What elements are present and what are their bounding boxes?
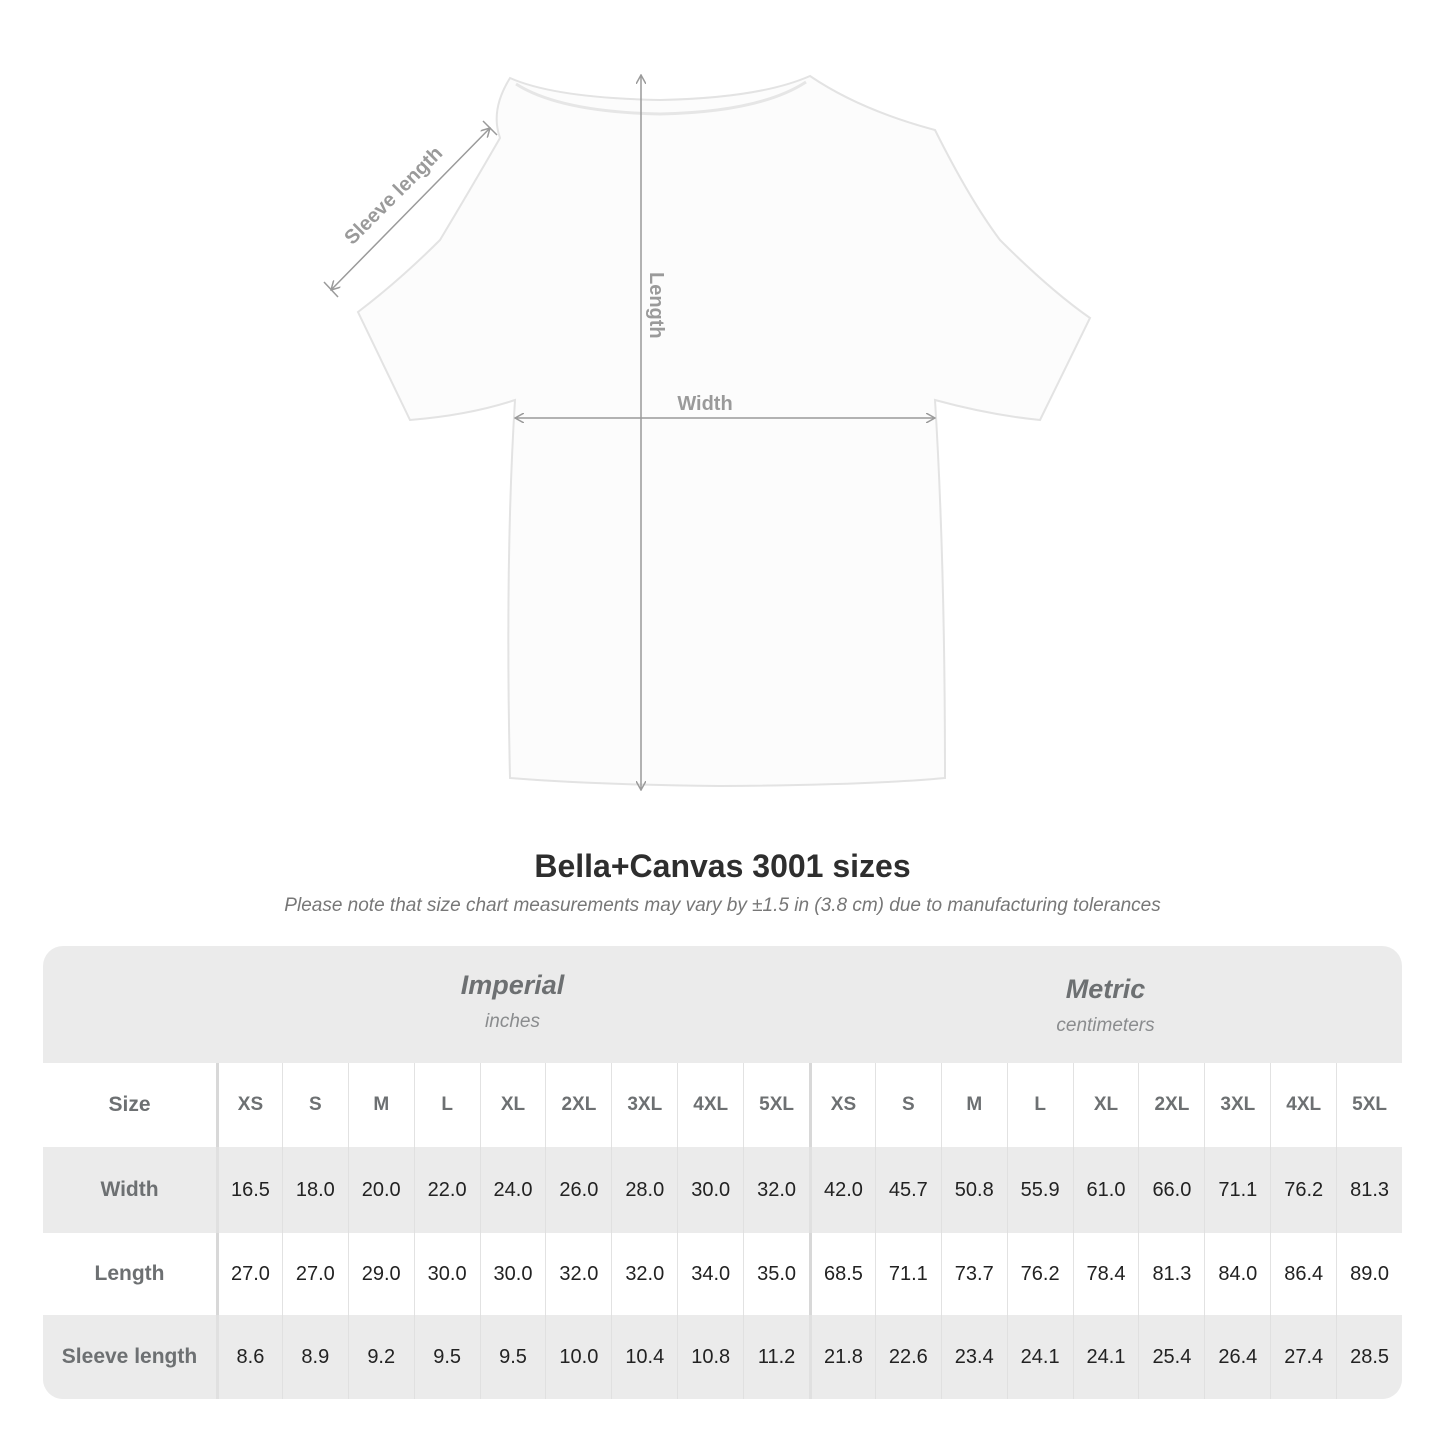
table-cell: 23.4 xyxy=(940,1315,1007,1399)
length-label: Length xyxy=(645,272,667,339)
imperial-header: Imperial inches xyxy=(216,946,809,1063)
table-cell: 32.0 xyxy=(743,1147,809,1233)
table-cell: 16.5 xyxy=(216,1147,282,1233)
table-cell: 32.0 xyxy=(545,1233,611,1315)
table-cell: 25.4 xyxy=(1138,1315,1204,1399)
size-header-2xl-cm: 2XL xyxy=(1138,1063,1204,1147)
size-header-5xl-in: 5XL xyxy=(743,1063,809,1147)
table-cell: 81.3 xyxy=(1138,1233,1204,1315)
table-cell: 10.0 xyxy=(545,1315,611,1399)
size-header-s-in: S xyxy=(281,1063,348,1147)
table-cell: 89.0 xyxy=(1336,1233,1402,1315)
table-cell: 71.1 xyxy=(1204,1147,1270,1233)
sleeve-arrow xyxy=(331,128,490,290)
sleeve-length-label: Sleeve length xyxy=(340,142,447,249)
table-cell: 10.8 xyxy=(677,1315,743,1399)
table-cell: 55.9 xyxy=(1006,1147,1073,1233)
table-cell: 35.0 xyxy=(743,1233,809,1315)
size-header-3xl-in: 3XL xyxy=(611,1063,677,1147)
table-cell: 30.0 xyxy=(677,1147,743,1233)
size-header-m-cm: M xyxy=(940,1063,1007,1147)
metric-header: Metric centimeters xyxy=(809,950,1402,1067)
table-cell: 28.0 xyxy=(611,1147,677,1233)
size-label: Size xyxy=(108,1093,151,1116)
table-cell: 66.0 xyxy=(1138,1147,1204,1233)
chart-title: Bella+Canvas 3001 sizes xyxy=(534,848,911,884)
size-header-4xl-in: 4XL xyxy=(677,1063,743,1147)
table-cell: 9.5 xyxy=(479,1315,546,1399)
table-cell: 9.2 xyxy=(347,1315,414,1399)
metric-unit: centimeters xyxy=(1056,1015,1155,1036)
size-header-5xl-cm: 5XL xyxy=(1336,1063,1402,1147)
row-label: Width xyxy=(100,1178,159,1201)
row-label: Length xyxy=(94,1262,165,1285)
table-cell: 76.2 xyxy=(1270,1147,1336,1233)
tshirt-shape xyxy=(356,74,1092,788)
size-row: Size XS S M L XL 2XL 3XL 4XL 5XL XS S M L XL 2XL 3XL 4XL… xyxy=(43,1063,1402,1147)
table-cell: 24.1 xyxy=(1072,1315,1139,1399)
table-cell: 8.6 xyxy=(216,1315,282,1399)
width-label: Width xyxy=(677,393,732,415)
size-header-s-cm: S xyxy=(874,1063,941,1147)
imperial-unit: inches xyxy=(485,1011,540,1032)
table-cell: 22.6 xyxy=(874,1315,941,1399)
table-cell: 8.9 xyxy=(281,1315,348,1399)
table-cell: 45.7 xyxy=(874,1147,941,1233)
size-table: Imperial inches Metric centimeters Size … xyxy=(43,946,1402,1399)
row-label: Sleeve length xyxy=(61,1345,198,1368)
collar xyxy=(515,80,807,116)
table-cell: 27.0 xyxy=(281,1233,348,1315)
table-cell: 34.0 xyxy=(677,1233,743,1315)
size-header-4xl-cm: 4XL xyxy=(1270,1063,1336,1147)
table-cell: 78.4 xyxy=(1072,1233,1139,1315)
table-cell: 76.2 xyxy=(1006,1233,1073,1315)
imperial-title: Imperial xyxy=(460,970,565,1000)
table-cell: 50.8 xyxy=(940,1147,1007,1233)
size-header-l-cm: L xyxy=(1006,1063,1073,1147)
chart-subtitle: Please note that size chart measurements… xyxy=(284,895,1161,916)
table-cell: 29.0 xyxy=(347,1233,414,1315)
table-cell: 61.0 xyxy=(1072,1147,1139,1233)
table-cell: 11.2 xyxy=(743,1315,809,1399)
table-row-sleeve-length: Sleeve length 8.6 8.9 9.2 9.5 9.5 10.0 10.4 10.8… xyxy=(43,1315,1402,1399)
size-header-xs-in: XS xyxy=(216,1063,282,1147)
table-cell: 27.4 xyxy=(1270,1315,1336,1399)
table-cell: 18.0 xyxy=(281,1147,348,1233)
table-cell: 81.3 xyxy=(1336,1147,1402,1233)
table-cell: 32.0 xyxy=(611,1233,677,1315)
sleeve-arrow-cap xyxy=(482,120,498,136)
sleeve-arrow-cap xyxy=(323,281,339,298)
size-header-m-in: M xyxy=(347,1063,414,1147)
table-cell: 73.7 xyxy=(940,1233,1007,1315)
table-cell: 10.4 xyxy=(611,1315,677,1399)
size-header-l-in: L xyxy=(413,1063,480,1147)
table-cell: 9.5 xyxy=(413,1315,480,1399)
table-cell: 42.0 xyxy=(809,1147,875,1233)
size-header-xl-cm: XL xyxy=(1072,1063,1139,1147)
metric-title: Metric xyxy=(1065,974,1146,1004)
table-cell: 28.5 xyxy=(1336,1315,1402,1399)
table-cell: 71.1 xyxy=(874,1233,941,1315)
table-cell: 26.4 xyxy=(1204,1315,1270,1399)
table-cell: 20.0 xyxy=(347,1147,414,1233)
table-cell: 86.4 xyxy=(1270,1233,1336,1315)
table-cell: 27.0 xyxy=(216,1233,282,1315)
table-cell: 30.0 xyxy=(479,1233,546,1315)
table-cell: 21.8 xyxy=(809,1315,875,1399)
size-header-3xl-cm: 3XL xyxy=(1204,1063,1270,1147)
table-cell: 26.0 xyxy=(545,1147,611,1233)
table-row-length: Length 27.0 27.0 29.0 30.0 30.0 32.0 32.0 34.0 35… xyxy=(43,1233,1402,1315)
table-cell: 30.0 xyxy=(413,1233,480,1315)
table-cell: 22.0 xyxy=(413,1147,480,1233)
table-cell: 24.0 xyxy=(479,1147,546,1233)
table-cell: 68.5 xyxy=(809,1233,875,1315)
table-cell: 84.0 xyxy=(1204,1233,1270,1315)
tshirt-diagram: Length Width Sleeve length xyxy=(323,0,1092,840)
size-header-2xl-in: 2XL xyxy=(545,1063,611,1147)
table-cell: 24.1 xyxy=(1006,1315,1073,1399)
table-row-width: Width 16.5 18.0 20.0 22.0 24.0 26.0 28.0 30.0 32.… xyxy=(43,1147,1402,1233)
size-header-xl-in: XL xyxy=(479,1063,546,1147)
size-header-xs-cm: XS xyxy=(809,1063,875,1147)
